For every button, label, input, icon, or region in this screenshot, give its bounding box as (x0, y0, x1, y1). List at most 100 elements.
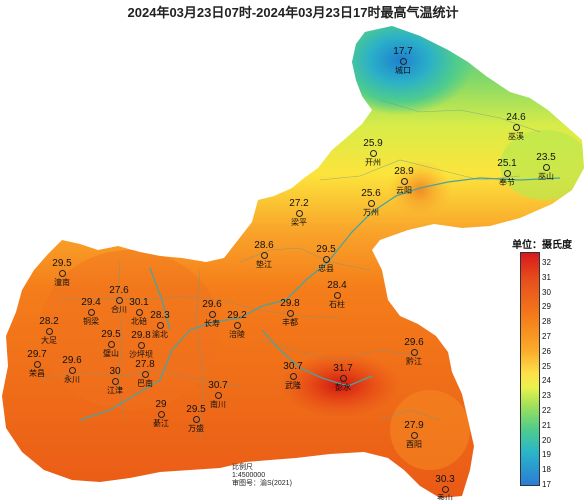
station-temperature: 29.2 (227, 310, 247, 321)
station-temperature: 25.9 (363, 138, 383, 149)
station-marker: 28.3 渝北 (138, 310, 182, 340)
station-temperature: 23.5 (536, 152, 556, 163)
station-temperature: 28.6 (254, 240, 274, 251)
station-temperature: 30 (109, 366, 121, 377)
map-title: 2024年03月23日07时-2024年03月23日17时最高气温统计 (127, 5, 459, 20)
station-dot-icon (141, 371, 149, 378)
station-dot-icon (410, 432, 418, 439)
station-name: 丰都 (282, 318, 298, 327)
legend-tick-label: 19 (542, 450, 551, 460)
station-dot-icon (68, 367, 76, 374)
station-temperature: 27.2 (289, 198, 309, 209)
station-temperature: 27.8 (135, 359, 155, 370)
station-marker: 31.7 彭水 (321, 363, 365, 393)
station-temperature: 29.4 (81, 297, 101, 308)
station-temperature: 30.7 (283, 361, 303, 372)
station-marker: 28.2 大足 (27, 316, 71, 346)
station-marker: 27.2 梁平 (277, 198, 321, 228)
station-marker: 28.9 云阳 (382, 166, 426, 196)
legend-tick-label: 25 (542, 361, 551, 371)
station-name: 石柱 (329, 300, 345, 309)
legend-tick-label: 32 (542, 258, 551, 267)
legend-title: 单位：摄氏度 (512, 240, 572, 251)
station-temperature: 29.7 (27, 349, 47, 360)
legend-tick-label: 27 (542, 332, 551, 341)
station-temperature: 30.7 (208, 380, 228, 391)
legend-tick-label: 24 (542, 376, 551, 386)
scale-ratio: 1:4500000 (232, 472, 266, 479)
map-approval-number: 审图号：渝S(2021) (232, 480, 292, 487)
legend-tick-label: 26 (542, 346, 551, 356)
station-name: 綦江 (153, 419, 169, 428)
station-marker: 29.6 长寿 (190, 299, 234, 329)
station-name: 铜梁 (83, 317, 99, 326)
station-name: 城口 (395, 66, 411, 75)
station-temperature: 29 (155, 399, 167, 410)
station-marker: 29.4 铜梁 (69, 297, 113, 327)
station-marker: 17.7 城口 (381, 46, 425, 76)
station-name: 开州 (365, 158, 381, 167)
station-dot-icon (400, 178, 408, 185)
station-temperature: 29.6 (62, 355, 82, 366)
station-dot-icon (441, 486, 449, 493)
station-dot-icon (45, 328, 53, 335)
station-marker: 29.6 永川 (50, 355, 94, 385)
station-name: 武隆 (285, 381, 301, 390)
district-borders (39, 99, 541, 441)
station-name: 荣昌 (29, 369, 45, 378)
station-temperature: 30.1 (129, 297, 149, 308)
station-dot-icon (512, 124, 520, 131)
station-name: 万州 (363, 208, 379, 217)
station-name: 云阳 (396, 186, 412, 195)
station-marker: 28.6 垫江 (242, 240, 286, 270)
legend-tick-label: 22 (542, 406, 551, 415)
station-name: 忠县 (318, 264, 334, 273)
station-name: 万盛 (188, 424, 204, 433)
station-marker: 27.9 酉阳 (392, 420, 436, 450)
station-name: 璧山 (103, 349, 119, 358)
station-temperature: 24.6 (506, 112, 526, 123)
station-dot-icon (137, 342, 145, 349)
station-dot-icon (87, 309, 95, 316)
station-marker: 30.7 南川 (196, 380, 240, 410)
station-marker: 29.5 忠县 (304, 244, 348, 274)
station-dot-icon (399, 58, 407, 65)
station-marker: 29.6 黔江 (392, 337, 436, 367)
station-temperature: 29.8 (280, 298, 300, 309)
station-name: 梁平 (291, 218, 307, 227)
station-temperature: 28.3 (150, 310, 170, 321)
station-temperature: 29.8 (131, 330, 151, 341)
station-marker: 25.6 万州 (349, 188, 393, 218)
scale-note: 比例尺 1:4500000 审图号：渝S(2021) (232, 464, 292, 488)
station-temperature: 30.3 (435, 474, 455, 485)
station-dot-icon (135, 309, 143, 316)
station-name: 长寿 (204, 319, 220, 328)
station-dot-icon (339, 375, 347, 382)
station-dot-icon (333, 292, 341, 299)
station-marker: 25.1 奉节 (485, 158, 529, 188)
station-temperature: 29.5 (186, 404, 206, 415)
station-dot-icon (111, 378, 119, 385)
station-dot-icon (115, 297, 123, 304)
station-temperature: 27.9 (404, 420, 424, 431)
station-marker: 30.3 秀山 (423, 474, 467, 500)
station-temperature: 28.9 (394, 166, 414, 177)
station-dot-icon (369, 150, 377, 157)
station-marker: 29.8 丰都 (268, 298, 312, 328)
river-yangtze (79, 177, 561, 421)
station-temperature: 29.5 (52, 258, 72, 269)
station-marker: 29 綦江 (139, 399, 183, 429)
station-name: 北碚 (131, 317, 147, 326)
station-name: 奉节 (499, 178, 515, 187)
station-dot-icon (367, 200, 375, 207)
legend-tick-label: 21 (542, 420, 551, 430)
station-dot-icon (322, 256, 330, 263)
station-dot-icon (410, 349, 418, 356)
station-temperature: 29.5 (101, 329, 121, 340)
station-marker: 30 江津 (93, 366, 137, 396)
station-name: 巫溪 (508, 132, 524, 141)
station-name: 沙坪坝 (129, 350, 153, 359)
scale-label: 比例尺 (232, 464, 253, 471)
legend-tick-label: 17 (542, 480, 551, 489)
